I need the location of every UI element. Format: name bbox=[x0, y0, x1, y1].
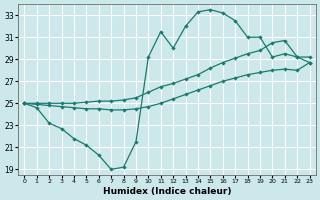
X-axis label: Humidex (Indice chaleur): Humidex (Indice chaleur) bbox=[103, 187, 231, 196]
